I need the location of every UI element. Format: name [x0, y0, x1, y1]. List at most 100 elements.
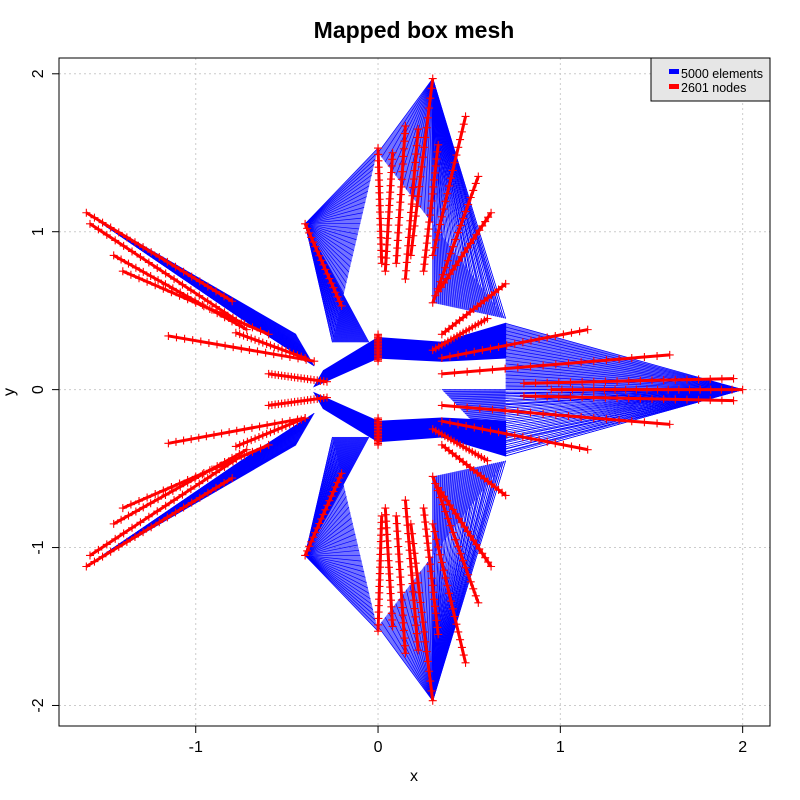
node-marker: [188, 336, 197, 345]
node-marker: [171, 262, 180, 271]
node-marker: [557, 385, 566, 394]
node-marker: [228, 474, 237, 483]
node-marker: [402, 266, 411, 275]
node-marker: [274, 425, 283, 434]
node-marker: [459, 214, 468, 223]
node-marker: [460, 523, 469, 532]
node-marker: [409, 539, 418, 548]
node-marker: [161, 269, 170, 278]
node-marker: [452, 151, 461, 160]
mesh-element-patch: [305, 437, 379, 632]
node-marker: [575, 327, 584, 336]
node-marker: [321, 265, 330, 274]
axes: -1 0 1 2 -2 -1 0 1 2: [30, 69, 747, 756]
node-marker: [161, 490, 170, 499]
node-marker: [175, 479, 184, 488]
y-tick-label: -1: [30, 540, 47, 554]
node-marker: [269, 350, 278, 359]
node-marker: [559, 440, 568, 449]
node-marker: [518, 338, 527, 347]
node-marker: [429, 182, 438, 191]
node-marker: [428, 519, 437, 528]
node-marker: [412, 629, 421, 638]
node-marker: [602, 415, 611, 424]
node-marker: [194, 433, 203, 442]
node-marker: [443, 274, 452, 283]
node-marker: [437, 558, 446, 567]
node-marker: [261, 348, 270, 357]
node-marker: [262, 340, 271, 349]
node-marker: [627, 354, 636, 363]
node-marker: [251, 434, 260, 443]
node-marker: [487, 208, 496, 217]
node-marker: [426, 204, 435, 213]
node-marker: [437, 330, 446, 339]
node-marker: [414, 192, 423, 201]
node-marker: [159, 486, 168, 495]
node-marker: [428, 581, 437, 590]
node-marker: [302, 355, 311, 364]
node-marker: [410, 166, 419, 175]
node-marker: [602, 356, 611, 365]
node-marker: [109, 519, 118, 528]
node-marker: [478, 549, 487, 558]
node-marker: [494, 428, 503, 437]
node-marker: [583, 325, 592, 334]
node-marker: [335, 297, 344, 306]
node-marker: [183, 295, 192, 304]
node-marker: [451, 261, 460, 270]
node-marker: [410, 221, 419, 230]
node-marker: [85, 551, 94, 560]
mesh-element-edge: [486, 389, 743, 437]
node-marker: [539, 361, 548, 370]
node-marker: [454, 542, 463, 551]
node-marker: [402, 504, 411, 513]
node-marker: [441, 197, 450, 206]
node-marker: [301, 354, 310, 363]
node-marker: [439, 566, 448, 575]
node-marker: [399, 626, 408, 635]
node-marker: [117, 255, 126, 264]
node-marker: [463, 243, 472, 252]
node-marker: [441, 573, 450, 582]
node-marker: [437, 417, 446, 426]
node-marker: [665, 420, 674, 429]
node-marker: [419, 504, 428, 513]
node-marker: [128, 247, 137, 256]
node-marker: [671, 395, 680, 404]
node-marker: [451, 535, 460, 544]
y-tick-label: 1: [30, 227, 47, 236]
node-marker: [131, 263, 140, 272]
node-marker: [216, 309, 225, 318]
node-marker: [163, 513, 172, 522]
node-marker: [443, 496, 452, 505]
node-marker: [589, 377, 598, 386]
node-marker: [454, 228, 463, 237]
node-marker: [446, 521, 455, 530]
mesh-element-edge: [491, 389, 743, 442]
node-marker: [426, 211, 435, 220]
node-marker: [427, 686, 436, 695]
mesh-element-patch: [441, 323, 743, 456]
node-marker: [263, 421, 272, 430]
node-marker: [411, 212, 420, 221]
node-marker: [674, 385, 683, 394]
node-marker: [401, 496, 410, 505]
node-marker: [224, 458, 233, 467]
node-marker: [322, 393, 331, 402]
node-marker: [98, 218, 107, 227]
node-marker: [564, 359, 573, 368]
node-marker: [437, 440, 446, 449]
node-marker: [232, 426, 241, 435]
node-marker: [164, 439, 173, 448]
node-marker: [448, 528, 457, 537]
node-marker: [333, 292, 342, 301]
node-marker: [398, 603, 407, 612]
node-marker: [213, 340, 221, 349]
node-marker: [601, 393, 610, 402]
node-marker: [235, 330, 244, 339]
node-marker: [211, 287, 220, 296]
node-marker: [611, 385, 620, 394]
node-marker: [154, 495, 163, 504]
node-marker: [454, 143, 463, 152]
